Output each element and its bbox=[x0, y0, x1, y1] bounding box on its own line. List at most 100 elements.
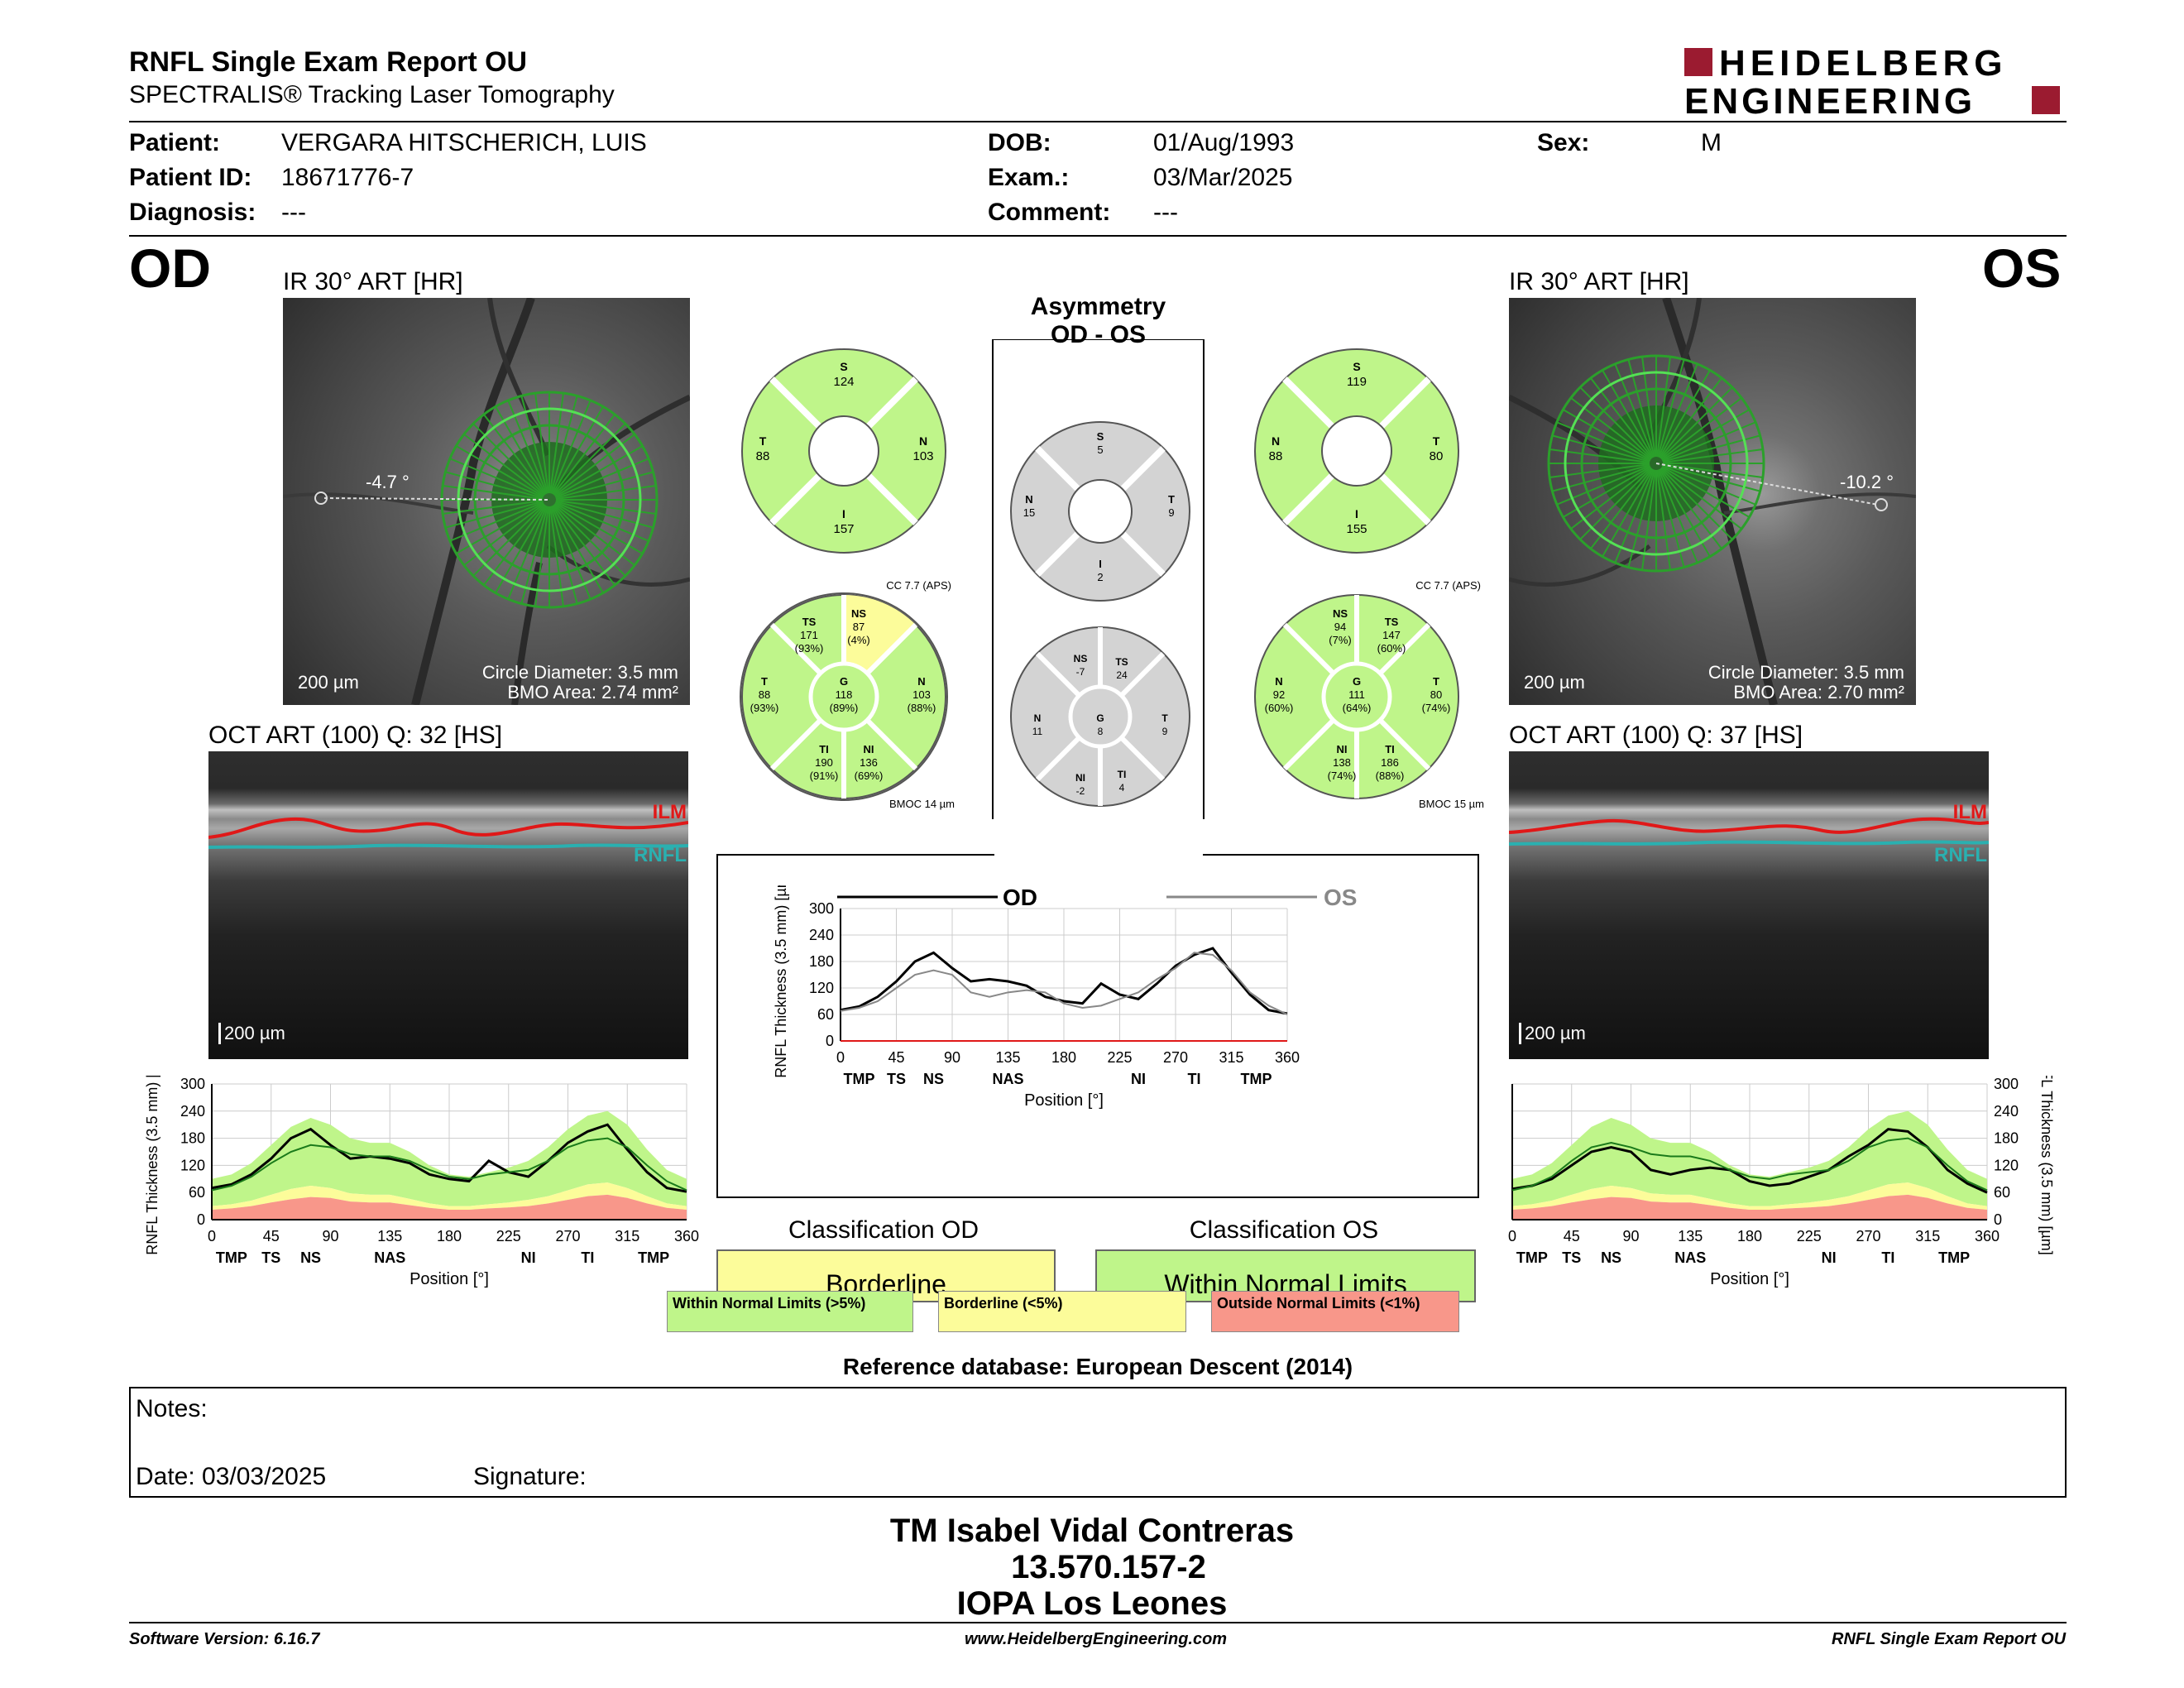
notes-label: Notes: bbox=[136, 1395, 208, 1422]
notes-box: Notes: Date: 03/03/2025 Signature: bbox=[129, 1387, 2067, 1498]
os-oct-title: OCT ART (100) Q: 37 [HS] bbox=[1509, 722, 1803, 749]
series-1-line bbox=[1511, 1137, 1988, 1192]
x-tick-label: 270 bbox=[555, 1228, 580, 1244]
x-tick-label: 180 bbox=[1051, 1049, 1076, 1066]
asym-quadrant-chart: S 5 N 15 T 9 I 2 bbox=[1010, 421, 1190, 602]
od-oct-title: OCT ART (100) Q: 32 [HS] bbox=[208, 722, 503, 749]
od-eye-label: OD bbox=[129, 237, 211, 299]
asym-quad-n: 15 bbox=[1023, 506, 1035, 519]
sex-value: M bbox=[1701, 129, 1722, 156]
y-axis-label: RNFL Thickness (3.5 mm) [µm] bbox=[144, 1076, 160, 1255]
x-tick-label: 360 bbox=[1975, 1228, 2000, 1244]
sector-label: NAS bbox=[374, 1249, 405, 1266]
svg-text:(88%): (88%) bbox=[1376, 770, 1405, 782]
od-circle-diameter: Circle Diameter: 3.5 mm bbox=[481, 662, 678, 683]
y-tick-label: 60 bbox=[189, 1184, 205, 1201]
dob-value: 01/Aug/1993 bbox=[1153, 129, 1295, 156]
sector-label: NI bbox=[521, 1249, 536, 1266]
svg-text:N: N bbox=[917, 675, 925, 688]
signer-id: 13.570.157-2 bbox=[1011, 1549, 1206, 1585]
svg-text:G: G bbox=[1096, 712, 1104, 724]
svg-text:(93%): (93%) bbox=[795, 642, 824, 655]
borderline-band bbox=[212, 1182, 687, 1210]
od-classification-title: Classification OD bbox=[788, 1216, 979, 1244]
x-tick-label: 270 bbox=[1163, 1049, 1188, 1066]
x-tick-label: 360 bbox=[674, 1228, 699, 1244]
sector-label: TI bbox=[1188, 1071, 1201, 1087]
svg-text:T: T bbox=[1168, 493, 1175, 506]
svg-text:N: N bbox=[919, 434, 927, 448]
x-tick-label: 180 bbox=[437, 1228, 462, 1244]
svg-text:NS: NS bbox=[851, 607, 866, 620]
os-oct-image: ILM RNFL 200 µm bbox=[1509, 751, 1989, 1059]
os-quad-t: 80 bbox=[1430, 449, 1444, 463]
x-axis-label: Position [°] bbox=[1710, 1270, 1789, 1288]
y-tick-label: 240 bbox=[809, 927, 834, 943]
legend-os-label: OS bbox=[1324, 885, 1357, 910]
y-tick-label: 60 bbox=[817, 1006, 834, 1023]
os-ir-scale: 200 µm bbox=[1524, 672, 1585, 693]
svg-text:4: 4 bbox=[1119, 782, 1125, 794]
x-tick-label: 135 bbox=[1678, 1228, 1703, 1244]
x-axis-label: Position [°] bbox=[1024, 1091, 1104, 1110]
report-subtitle: SPECTRALIS® Tracking Laser Tomography bbox=[129, 81, 615, 108]
od-quad-n: 103 bbox=[912, 449, 933, 463]
sector-label: NS bbox=[923, 1071, 944, 1087]
svg-text:88: 88 bbox=[759, 688, 770, 701]
y-tick-label: 300 bbox=[180, 1076, 205, 1092]
svg-text:T: T bbox=[759, 434, 767, 448]
od-fundus-image: -4.7 ° 200 µm Circle Diameter: 3.5 mm BM… bbox=[283, 298, 690, 705]
od-oct-image: ILM RNFL 200 µm bbox=[208, 751, 688, 1059]
sector-label: NI bbox=[1131, 1071, 1146, 1087]
svg-text:8: 8 bbox=[1098, 726, 1104, 737]
x-tick-label: 315 bbox=[1219, 1049, 1243, 1066]
sex-label: Sex: bbox=[1537, 129, 1590, 156]
svg-text:S: S bbox=[1097, 430, 1104, 443]
y-tick-label: 0 bbox=[197, 1211, 205, 1228]
diagnosis-value: --- bbox=[281, 199, 306, 226]
od-quadrant-chart: S 124 T 88 N 103 I 157 bbox=[741, 348, 946, 554]
svg-text:87: 87 bbox=[853, 621, 864, 633]
od-ilm-label: ILM bbox=[652, 801, 687, 823]
software-version: Software Version: 6.16.7 bbox=[129, 1630, 320, 1648]
svg-text:T: T bbox=[1433, 675, 1439, 688]
y-tick-label: 240 bbox=[180, 1103, 205, 1120]
os-bmo-area: BMO Area: 2.70 mm² bbox=[1733, 682, 1904, 703]
normal-band bbox=[1512, 1110, 1987, 1206]
x-tick-label: 0 bbox=[1508, 1228, 1516, 1244]
os-circle-diameter: Circle Diameter: 3.5 mm bbox=[1707, 662, 1904, 683]
x-tick-label: 315 bbox=[1915, 1228, 1940, 1244]
comment-label: Comment: bbox=[988, 199, 1111, 226]
od-oct-scale: 200 µm bbox=[218, 1023, 285, 1044]
sector-label: TMP bbox=[844, 1071, 875, 1087]
svg-text:94: 94 bbox=[1334, 621, 1346, 633]
sector-label: TMP bbox=[1516, 1249, 1548, 1266]
svg-text:TS: TS bbox=[1115, 656, 1128, 668]
legend-wnl: Within Normal Limits (>5%) bbox=[667, 1291, 913, 1332]
svg-text:136: 136 bbox=[860, 756, 878, 769]
svg-text:(4%): (4%) bbox=[847, 634, 869, 646]
svg-text:T: T bbox=[1433, 434, 1440, 448]
website-link[interactable]: www.HeidelbergEngineering.com bbox=[965, 1630, 1228, 1648]
os-eye-label: OS bbox=[1982, 237, 2062, 299]
svg-text:147: 147 bbox=[1382, 629, 1401, 641]
os-oct-scale: 200 µm bbox=[1519, 1023, 1586, 1044]
svg-text:(60%): (60%) bbox=[1265, 702, 1294, 714]
y-tick-label: 180 bbox=[180, 1130, 205, 1147]
signature-block: TM Isabel Vidal Contreras 13.570.157-2 I… bbox=[0, 1513, 2184, 1622]
od-rnfl-profile-chart: 0 60 120 180 240 300 0 45 90 135 180 225 270 315 360 TM… bbox=[144, 1076, 699, 1288]
svg-text:NI: NI bbox=[864, 743, 874, 755]
os-quad-i: 155 bbox=[1346, 522, 1367, 536]
od-sector-chart: TS 171 (93%) NS 87 (4%) T 88 (93%) G 118… bbox=[740, 592, 948, 801]
patient-label: Patient: bbox=[129, 129, 221, 156]
svg-text:T: T bbox=[761, 675, 768, 688]
svg-text:TI: TI bbox=[819, 743, 829, 755]
asym-quad-t: 9 bbox=[1168, 506, 1174, 519]
svg-text:NS: NS bbox=[1074, 653, 1088, 664]
svg-text:24: 24 bbox=[1116, 669, 1128, 681]
x-axis-label: Position [°] bbox=[410, 1270, 489, 1288]
y-tick-label: 300 bbox=[1994, 1076, 2019, 1092]
od-quad-t: 88 bbox=[756, 449, 770, 463]
heidelberg-logo: HEIDELBERG ENGINEERING bbox=[1684, 43, 2065, 122]
